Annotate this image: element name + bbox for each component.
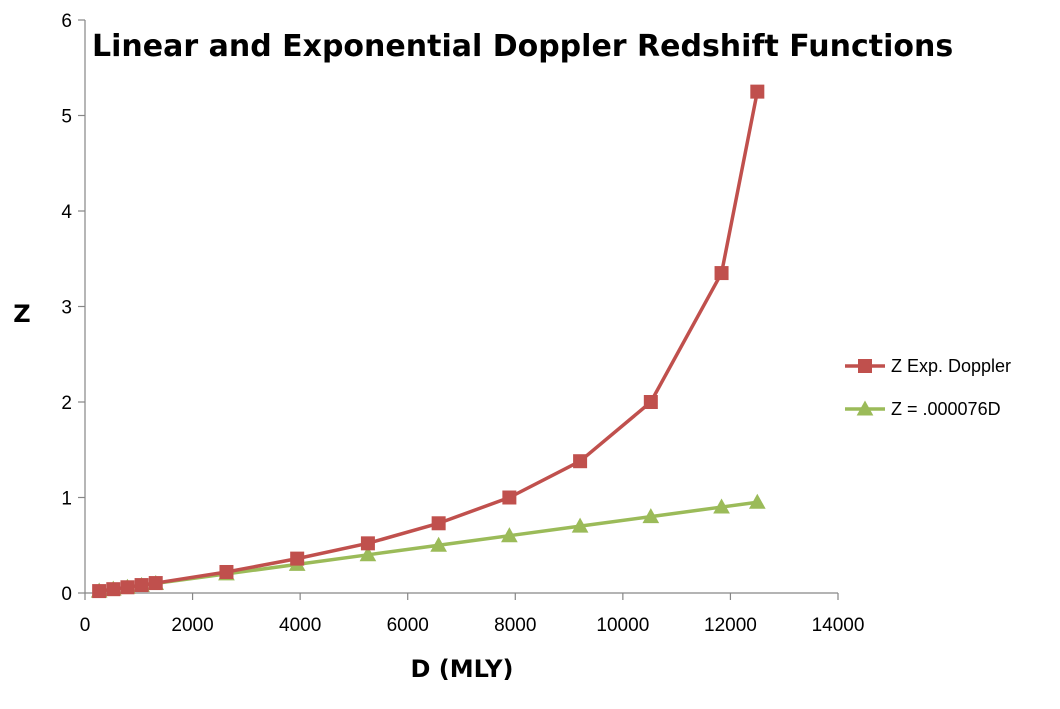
data-point: [431, 516, 446, 531]
x-tick-label: 0: [80, 615, 91, 636]
legend-label: Z = .000076D: [891, 399, 1001, 419]
legend-marker: [858, 359, 872, 373]
data-point: [92, 584, 107, 599]
data-point: [643, 395, 658, 409]
legend-marker: [856, 400, 874, 416]
legend-item-1: Z Exp. Doppler: [845, 356, 1011, 376]
y-tick-label: 1: [61, 489, 72, 510]
x-axis-title: D (MLY): [410, 655, 513, 683]
x-tick-label: 8000: [494, 615, 536, 636]
data-point: [106, 582, 121, 597]
x-tick-label: 4000: [279, 615, 321, 636]
x-axis-ticks: 0 2000 4000 6000 8000 10000 12000 14000: [80, 593, 865, 636]
data-point: [642, 508, 660, 524]
data-point: [571, 517, 589, 533]
legend-item-2: Z = .000076D: [845, 399, 1001, 419]
data-point: [748, 493, 766, 509]
y-axis-ticks: 0 1 2 3 4 5 6: [61, 11, 85, 605]
data-point: [359, 546, 377, 562]
x-tick-label: 10000: [596, 615, 649, 636]
x-tick-label: 2000: [171, 615, 213, 636]
x-tick-label: 12000: [704, 615, 757, 636]
data-point: [502, 490, 517, 505]
y-tick-label: 2: [61, 393, 72, 414]
y-tick-label: 5: [61, 107, 72, 128]
y-tick-label: 6: [61, 11, 72, 32]
series-group: [90, 84, 766, 599]
data-point: [501, 527, 518, 543]
data-point: [134, 578, 149, 593]
data-point: [714, 266, 729, 281]
data-point: [430, 536, 447, 552]
data-point: [360, 536, 375, 551]
legend: Z Exp. Doppler Z = .000076D: [845, 356, 1011, 419]
chart-title: Linear and Exponential Doppler Redshift …: [92, 29, 953, 64]
y-tick-label: 0: [61, 584, 72, 605]
x-tick-label: 6000: [387, 615, 429, 636]
series-2: [90, 493, 766, 598]
y-tick-label: 3: [61, 298, 72, 319]
data-point: [713, 498, 730, 514]
data-point: [290, 551, 305, 566]
data-point: [750, 84, 765, 99]
y-axis-title: Z: [13, 300, 30, 328]
data-point: [120, 580, 135, 595]
y-tick-label: 4: [61, 202, 72, 223]
x-tick-label: 14000: [812, 615, 865, 636]
data-point: [219, 564, 234, 579]
data-point: [148, 576, 163, 591]
series-1: [92, 84, 765, 599]
legend-label: Z Exp. Doppler: [891, 356, 1011, 376]
data-point: [573, 454, 588, 469]
